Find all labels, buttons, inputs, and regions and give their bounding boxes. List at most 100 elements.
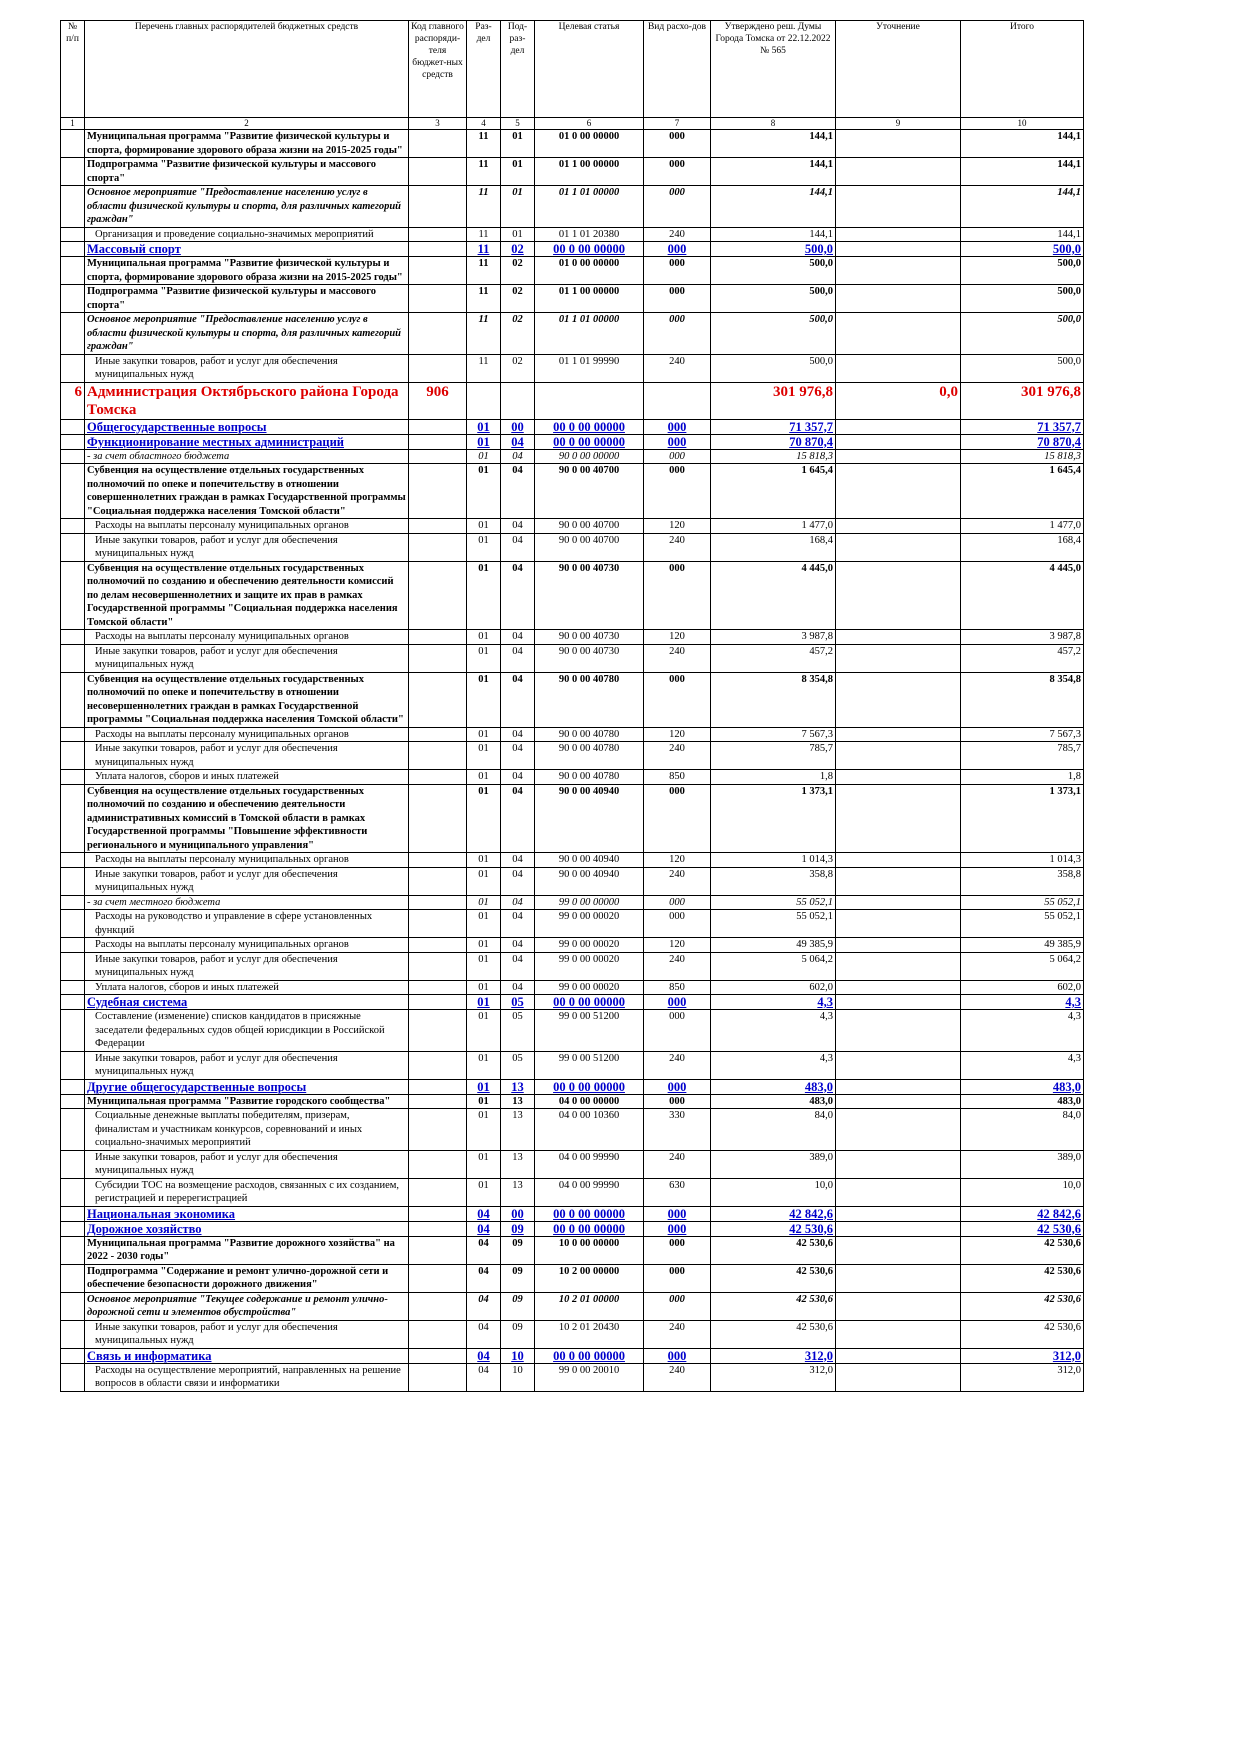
table-cell — [60, 951, 85, 981]
table-cell: 01 1 00 00000 — [534, 157, 644, 186]
table-cell: - за счет местного бюджета — [84, 894, 409, 910]
table-cell: 000 — [643, 560, 711, 630]
column-number: 8 — [710, 117, 836, 130]
table-cell: - за счет областного бюджета — [84, 448, 409, 464]
table-cell: Расходы на выплаты персоналу муниципальн… — [84, 629, 409, 645]
table-cell: 99 0 00 00020 — [534, 979, 644, 995]
table-cell: 01 — [466, 894, 501, 910]
table-cell — [60, 1093, 85, 1109]
table-cell — [835, 937, 961, 953]
table-cell: Функционирование местных администраций — [84, 433, 409, 450]
table-cell: 850 — [643, 979, 711, 995]
table-cell — [60, 1078, 85, 1095]
table-row: Иные закупки товаров, работ и услуг для … — [60, 866, 1084, 896]
table-cell — [835, 1291, 961, 1321]
table-cell: 90 0 00 40730 — [534, 643, 644, 673]
table-row: Функционирование местных администраций 01… — [60, 433, 1084, 450]
table-cell: 15 818,3 — [960, 448, 1084, 464]
table-cell: Другие общегосударственные вопросы — [84, 1078, 409, 1095]
table-cell — [60, 726, 85, 742]
table-cell: 457,2 — [710, 643, 836, 673]
table-cell: 500,0 — [960, 312, 1084, 355]
table-cell: 301 976,8 — [960, 381, 1084, 420]
table-cell: 8 354,8 — [960, 671, 1084, 728]
table-cell: Подпрограмма "Содержание и ремонт улично… — [84, 1263, 409, 1293]
table-cell: 01 — [500, 226, 535, 242]
table-cell: 4,3 — [960, 1009, 1084, 1052]
table-cell: 000 — [643, 1078, 711, 1095]
table-row: Уплата налогов, сборов и иных платежей 01… — [60, 979, 1084, 995]
table-cell: 01 — [466, 671, 501, 728]
table-cell: Субвенция на осуществление отдельных гос… — [84, 671, 409, 728]
table-cell — [408, 769, 467, 785]
table-cell: 11 — [466, 256, 501, 285]
table-cell — [60, 979, 85, 995]
table-cell — [835, 532, 961, 562]
table-cell — [835, 312, 961, 355]
table-cell: 000 — [643, 284, 711, 313]
table-cell: 11 — [466, 226, 501, 242]
table-cell — [835, 741, 961, 770]
table-cell: Иные закупки товаров, работ и услуг для … — [84, 1050, 409, 1080]
table-cell: 02 — [500, 312, 535, 355]
table-cell: 04 — [500, 769, 535, 785]
column-number: 9 — [835, 117, 961, 130]
table-cell: 01 — [466, 1078, 501, 1095]
table-cell: 01 — [466, 852, 501, 868]
table-cell — [408, 1108, 467, 1151]
table-row: Иные закупки товаров, работ и услуг для … — [60, 532, 1084, 562]
table-cell: 3 987,8 — [960, 629, 1084, 645]
table-cell — [835, 433, 961, 450]
table-cell: 5 064,2 — [710, 951, 836, 981]
table-row: Связь и информатика 04 10 00 0 00 00000 000 3… — [60, 1347, 1084, 1364]
table-row: Муниципальная программа "Развитие городс… — [60, 1093, 1084, 1109]
table-cell — [835, 1108, 961, 1151]
table-cell: 09 — [500, 1291, 535, 1321]
table-row: Составление (изменение) списков кандидат… — [60, 1009, 1084, 1052]
table-cell: 602,0 — [960, 979, 1084, 995]
table-cell: Связь и информатика — [84, 1347, 409, 1364]
table-cell: 6 — [60, 381, 85, 420]
header-cell: Утверждено реш. Думы Города Томска от 22… — [710, 20, 836, 118]
table-header: № п/п Перечень главных распорядителей бюд… — [60, 20, 1084, 130]
table-cell — [60, 463, 85, 519]
table-cell — [60, 1177, 85, 1207]
table-cell: Основное мероприятие "Предоставление нас… — [84, 312, 409, 355]
table-cell: 04 0 00 99990 — [534, 1177, 644, 1207]
table-cell: 240 — [643, 866, 711, 896]
table-row: Иные закупки товаров, работ и услуг для … — [60, 1050, 1084, 1080]
table-cell: 55 052,1 — [960, 909, 1084, 938]
table-cell: 00 0 00 00000 — [534, 418, 644, 435]
column-number: 6 — [534, 117, 644, 130]
header-cell: № п/п — [60, 20, 85, 118]
table-cell: 00 0 00 00000 — [534, 1347, 644, 1364]
table-cell — [60, 741, 85, 770]
table-cell: 00 0 00 00000 — [534, 1205, 644, 1222]
table-cell — [835, 1235, 961, 1265]
table-cell: 42 530,6 — [710, 1319, 836, 1349]
table-cell — [408, 157, 467, 186]
table-cell: 785,7 — [960, 741, 1084, 770]
table-cell: 04 — [500, 463, 535, 519]
table-cell: 09 — [500, 1235, 535, 1265]
table-cell: 42 530,6 — [960, 1235, 1084, 1265]
table-cell — [60, 1263, 85, 1293]
column-number: 7 — [643, 117, 711, 130]
table-cell — [835, 1205, 961, 1222]
table-cell: 01 1 00 00000 — [534, 284, 644, 313]
table-cell: 99 0 00 00000 — [534, 894, 644, 910]
table-cell — [60, 1149, 85, 1179]
table-cell: Судебная система — [84, 994, 409, 1010]
table-cell — [60, 312, 85, 355]
table-cell — [60, 894, 85, 910]
table-cell: 04 — [500, 560, 535, 630]
table-cell: 850 — [643, 769, 711, 785]
table-cell: 500,0 — [710, 312, 836, 355]
table-cell: 240 — [643, 643, 711, 673]
table-cell — [835, 1078, 961, 1095]
table-cell: 04 0 00 00000 — [534, 1093, 644, 1109]
table-row: Субвенция на осуществление отдельных гос… — [60, 783, 1084, 853]
table-row: Субвенция на осуществление отдельных гос… — [60, 560, 1084, 630]
table-cell: 05 — [500, 1009, 535, 1052]
